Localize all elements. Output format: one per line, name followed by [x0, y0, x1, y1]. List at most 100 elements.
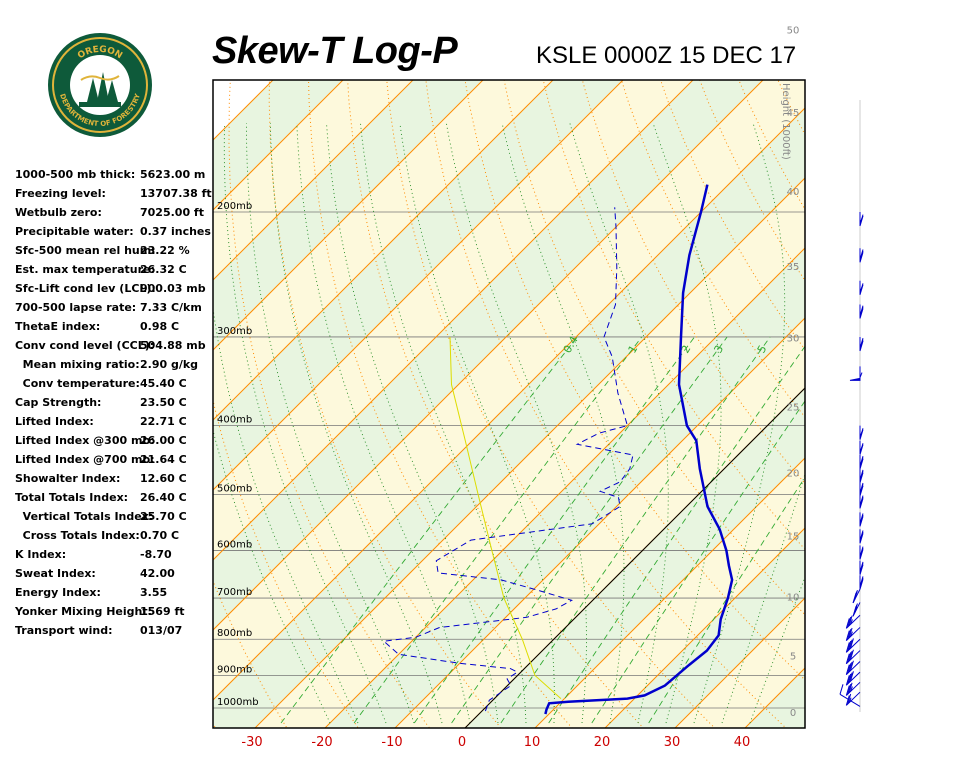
mixing-ratio-line — [500, 336, 771, 724]
height-axis: Height (1000ft) 0 5 10 15 20 25 30 35 40 45 50 — [780, 25, 799, 719]
wind-barb — [859, 304, 864, 319]
stat-value: 23.22 % — [140, 244, 190, 257]
stat-value: 0.37 inches — [140, 225, 211, 238]
wind-barb — [859, 454, 864, 470]
moist-adiabat — [445, 123, 587, 724]
wind-barb — [845, 627, 861, 641]
x-tick-label: 40 — [734, 735, 751, 750]
isotherm-line — [254, 177, 805, 728]
height-tick-label: 10 — [787, 593, 800, 604]
stat-label: Cap Strength: — [15, 396, 102, 409]
wind-barb — [859, 425, 864, 440]
wind-barb — [845, 671, 861, 686]
height-tick-label: 30 — [787, 334, 800, 345]
dewpoint-profile-line — [382, 207, 634, 712]
station-time-label: KSLE 0000Z 15 DEC 17 — [536, 42, 797, 69]
height-axis-label: Height (1000ft) — [780, 83, 791, 160]
wind-barb — [859, 468, 864, 483]
wind-barb — [859, 575, 864, 590]
dry-adiabat — [347, 80, 645, 728]
stat-label: Wetbulb zero: — [15, 206, 102, 219]
wind-barb — [859, 280, 864, 295]
x-tick-label: -30 — [241, 735, 262, 750]
isotherm-line — [213, 80, 484, 351]
stat-value: 0.98 C — [140, 320, 180, 333]
isotherm-band — [876, 0, 960, 737]
pressure-label: 900mb — [217, 665, 252, 676]
x-tick-label: -10 — [381, 735, 402, 750]
dry-adiabat — [386, 80, 716, 728]
stat-value: 5623.00 m — [140, 168, 206, 181]
moist-adiabat — [326, 123, 499, 724]
height-tick-label: 40 — [787, 187, 800, 198]
stat-label: Mean mixing ratio: — [15, 358, 140, 371]
height-tick-label: 35 — [787, 262, 800, 273]
plot-frame — [212, 79, 806, 729]
stat-label: K Index: — [15, 548, 67, 561]
moist-adiabat — [213, 428, 331, 724]
stat-label: Conv cond level (CCL): — [15, 339, 155, 352]
wind-barb — [859, 560, 864, 575]
zero-isotherm-line — [464, 387, 805, 728]
mixing-ratio-line — [648, 476, 805, 724]
stat-label: Precipitable water: — [15, 225, 134, 238]
dry-adiabat — [805, 55, 960, 738]
stat-label: Lifted Index @700 mb: — [15, 453, 155, 466]
isotherm-line — [394, 317, 805, 728]
moist-adiabat — [223, 123, 387, 724]
wind-barb — [845, 691, 861, 706]
pressure-label: 700mb — [217, 587, 252, 598]
stat-value: 3.55 — [140, 586, 168, 599]
logo-text-oregon: OREGON — [76, 45, 124, 61]
dry-adiabat — [213, 398, 359, 728]
wind-barb — [849, 366, 863, 381]
stat-value: -8.70 — [140, 548, 172, 561]
wind-barb — [859, 336, 864, 352]
stat-label: Total Totals Index: — [15, 491, 129, 504]
dry-adiabat — [213, 722, 217, 728]
stat-value: 42.00 — [140, 567, 175, 580]
moist-adiabat — [569, 123, 669, 724]
isotherm-band — [806, 0, 960, 737]
stat-value: 22.71 C — [140, 415, 187, 428]
stat-value: 26.00 C — [140, 434, 187, 447]
wind-barb — [852, 602, 861, 617]
height-tick-label: 25 — [787, 402, 800, 413]
temperature-profile-line — [544, 184, 734, 715]
x-tick-label: 0 — [458, 735, 466, 750]
stat-value: 21.64 C — [140, 453, 187, 466]
isotherm-line — [213, 80, 414, 281]
wind-barb — [845, 660, 861, 676]
wind-barb — [859, 440, 864, 455]
stat-label: Transport wind: — [15, 624, 113, 637]
wind-barb — [859, 529, 864, 544]
stat-label: Showalter Index: — [15, 472, 121, 485]
dry-adiabat — [228, 80, 431, 728]
stat-label: Vertical Totals Index: — [15, 510, 154, 523]
wind-barb — [859, 545, 864, 560]
wind-barb — [859, 212, 864, 227]
stat-label: Yonker Mixing Height: — [15, 605, 152, 618]
isotherm-band — [213, 80, 343, 210]
x-tick-label: 30 — [664, 735, 681, 750]
chart-title: Skew-T Log-P — [212, 30, 458, 72]
pressure-label: 600mb — [217, 540, 252, 551]
moist-adiabat — [213, 305, 359, 724]
mixing-ratio-line — [591, 400, 805, 724]
stat-label: Cross Totals Index: — [15, 529, 140, 542]
stat-label: 700-500 lapse rate: — [15, 301, 137, 314]
isotherm-line — [534, 457, 805, 728]
isotherm-band — [213, 80, 413, 280]
oregon-forestry-logo: OREGON DEPARTMENT OF FORESTRY — [48, 33, 152, 137]
stat-label: Conv temperature: — [15, 377, 140, 390]
stat-value: 12.60 C — [140, 472, 187, 485]
isotherm-line — [213, 80, 624, 491]
stat-value: 26.32 C — [140, 263, 187, 276]
stat-value: 45.40 C — [140, 377, 187, 390]
mixing-ratio-line — [451, 336, 728, 724]
isotherm-line — [876, 0, 960, 737]
isotherm-line — [674, 597, 805, 728]
pressure-label: 200mb — [217, 201, 252, 212]
height-tick-label: 20 — [787, 468, 800, 479]
